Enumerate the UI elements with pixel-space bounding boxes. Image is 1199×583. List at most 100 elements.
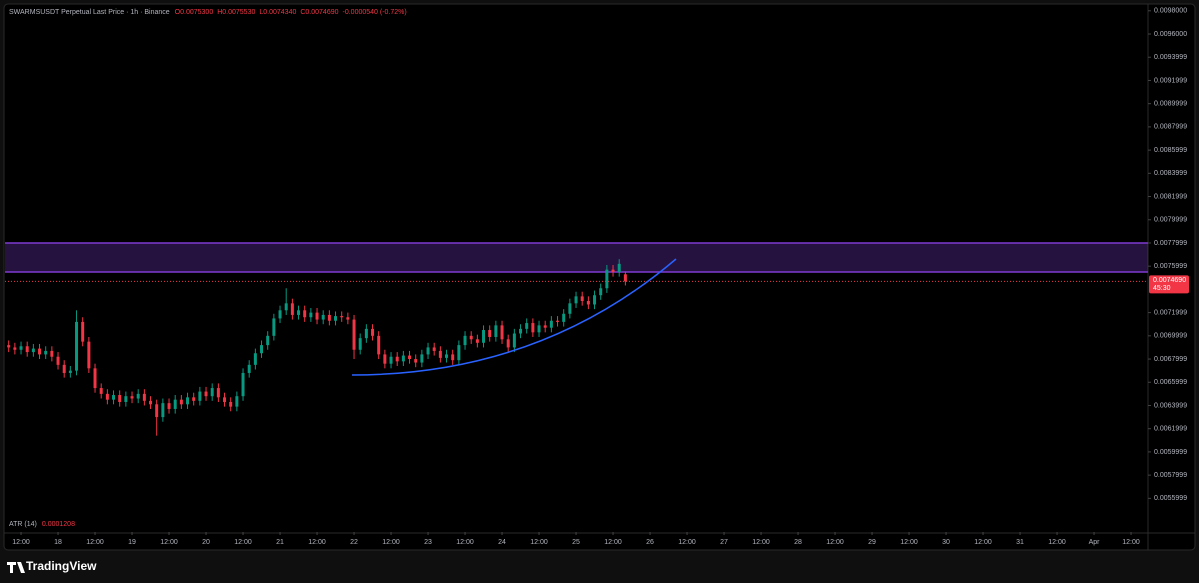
candle-body: [346, 317, 350, 320]
candle-body: [574, 296, 578, 304]
candle-body: [512, 333, 516, 348]
candle-body: [371, 328, 375, 336]
candle-body: [475, 339, 479, 343]
last-price-box: [1149, 275, 1189, 294]
x-tick-label: 12:00: [900, 539, 918, 546]
candle-body: [395, 356, 399, 362]
candle-body: [352, 319, 356, 350]
candle-body: [136, 393, 140, 399]
candle-body: [204, 391, 208, 397]
candle-body: [241, 372, 245, 397]
plot: [5, 242, 1148, 436]
x-tick-label: 12:00: [12, 539, 30, 546]
y-tick-label: 0.0057999: [1154, 472, 1187, 479]
candle-body: [599, 288, 603, 296]
x-tick-label: 12:00: [86, 539, 104, 546]
candle-body: [315, 312, 319, 320]
x-tick-label: 21: [276, 539, 284, 546]
header-stat: O0.0075300: [175, 9, 214, 16]
y-tick-label: 0.0091999: [1154, 77, 1187, 84]
candle-body: [364, 328, 368, 339]
candle-body: [297, 310, 301, 315]
y-tick-label: 0.0098000: [1154, 8, 1187, 15]
candle-body: [531, 323, 535, 333]
candle-body: [586, 301, 590, 305]
candle-body: [457, 345, 461, 361]
candle-body: [525, 323, 529, 329]
candle-body: [38, 348, 42, 355]
candle-body: [68, 370, 72, 373]
x-tick-label: 12:00: [678, 539, 696, 546]
chart-title: SWARMSUSDT Perpetual Last Price · 1h · B…: [9, 9, 170, 16]
candle-body: [50, 350, 54, 357]
candle-body: [321, 314, 325, 320]
candle-body: [130, 396, 134, 399]
x-tick-label: 24: [498, 539, 506, 546]
y-tick-label: 0.0059999: [1154, 449, 1187, 456]
y-tick-label: 0.0079999: [1154, 217, 1187, 224]
zone: [5, 242, 1148, 272]
x-tick-label: 12:00: [456, 539, 474, 546]
candle-body: [13, 347, 17, 350]
last-price-label: 0.0074690: [1153, 277, 1186, 284]
candle-body: [519, 328, 523, 334]
x-tick-label: 23: [424, 539, 432, 546]
candle-body: [167, 403, 171, 409]
x-tick-label: 12:00: [382, 539, 400, 546]
candle-body: [309, 312, 313, 318]
candle-body: [506, 339, 510, 348]
y-tick-label: 0.0069999: [1154, 333, 1187, 340]
candle-body: [408, 355, 412, 360]
candle-body: [284, 303, 288, 311]
candle-body: [401, 355, 405, 362]
x-tick-label: 12:00: [1122, 539, 1140, 546]
y-tick-label: 0.0063999: [1154, 402, 1187, 409]
candle-body: [75, 321, 79, 371]
candle-body: [192, 397, 196, 401]
candle-body: [229, 401, 233, 407]
candle-body: [556, 320, 560, 322]
candle-body: [278, 310, 282, 319]
candle-body: [605, 269, 609, 289]
y-tick-label: 0.0096000: [1154, 31, 1187, 38]
indicator-value: 0.0001208: [42, 521, 75, 528]
y-tick-label: 0.0087999: [1154, 124, 1187, 131]
x-tick-label: 22: [350, 539, 358, 546]
candle-body: [414, 359, 418, 363]
candle-body: [112, 395, 116, 400]
candle-body: [124, 396, 128, 402]
candle-body: [340, 316, 344, 318]
x-tick-label: 12:00: [974, 539, 992, 546]
x-tick-label: 29: [868, 539, 876, 546]
chart-panel: [3, 3, 1196, 551]
x-tick-label: 20: [202, 539, 210, 546]
candle-body: [260, 345, 264, 354]
trend-curve: [351, 258, 677, 376]
candle-body: [87, 341, 91, 369]
candle-body: [543, 325, 547, 328]
y-tick-label: 0.0071999: [1154, 309, 1187, 316]
x-tick-label: 26: [646, 539, 654, 546]
x-tick-label: 27: [720, 539, 728, 546]
x-tick-label: 12:00: [530, 539, 548, 546]
candle-body: [235, 396, 239, 407]
candle-body: [438, 350, 442, 358]
candle-body: [25, 346, 29, 353]
candle-body: [186, 397, 190, 405]
candle-body: [303, 310, 307, 318]
candle-body: [580, 296, 584, 302]
candle-body: [334, 316, 338, 321]
candle-body: [118, 395, 122, 402]
x-tick-label: 12:00: [604, 539, 622, 546]
x-tick-label: 12:00: [160, 539, 178, 546]
candle-body: [247, 364, 251, 373]
x-tick-label: 12:00: [308, 539, 326, 546]
candle-body: [210, 388, 214, 397]
y-tick-label: 0.0055999: [1154, 495, 1187, 502]
y-tick-label: 0.0075999: [1154, 263, 1187, 270]
candle-body: [611, 269, 615, 272]
candle-body: [432, 347, 436, 351]
candle-body: [81, 321, 85, 342]
